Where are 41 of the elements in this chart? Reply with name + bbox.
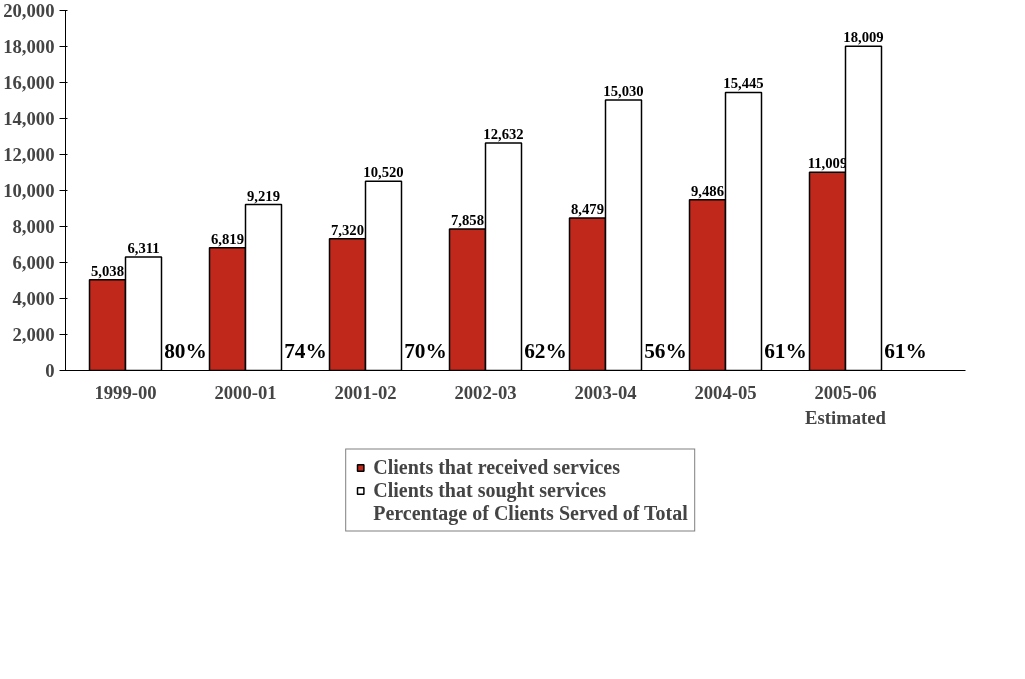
data-label: 5,038: [91, 262, 124, 279]
data-label: 15,445: [723, 75, 764, 92]
x-tick-label: 2000-01: [214, 381, 277, 403]
y-tick-label: 12,000: [3, 144, 55, 165]
y-tick-label: 14,000: [3, 108, 55, 129]
data-label: 10,520: [363, 164, 404, 181]
annotation: 80%: [164, 338, 207, 363]
y-tick-label: 2,000: [12, 324, 55, 345]
y-tick-label: 20,000: [3, 0, 55, 21]
annotation: 74%: [284, 338, 327, 363]
x-tick-label: 2004-05: [694, 381, 757, 403]
y-tick-label: 16,000: [3, 72, 55, 93]
x-tick-label: 2005-06 Estimated: [805, 381, 887, 428]
annotation: 70%: [404, 338, 447, 363]
data-label: 12,632: [483, 126, 524, 143]
x-tick-label: 2001-02: [334, 381, 397, 403]
y-tick-label: 0: [45, 360, 55, 381]
x-tick-label: 2002-03: [454, 381, 517, 403]
annotation: 61%: [764, 338, 807, 363]
y-tick-label: 4,000: [12, 288, 55, 309]
data-label: 15,030: [603, 82, 644, 99]
data-label: 18,009: [843, 29, 884, 46]
text: Percentage of Clients Served of Total: [373, 501, 688, 525]
y-tick-label: 18,000: [3, 36, 55, 57]
data-label: 7,320: [331, 221, 364, 238]
x-tick-label: 1999-00: [94, 381, 157, 403]
legend-label: Clients that received services: [373, 455, 620, 479]
y-tick-label: 10,000: [3, 180, 55, 201]
data-label: 9,219: [247, 187, 280, 204]
annotation: 62%: [524, 338, 567, 363]
data-label: 6,311: [127, 239, 160, 256]
data-label: 7,858: [451, 212, 484, 229]
y-tick-label: 8,000: [12, 216, 55, 237]
y-tick-label: 6,000: [12, 252, 55, 273]
data-label: 8,479: [571, 200, 604, 217]
annotation: 61%: [884, 338, 927, 363]
annotation: 56%: [644, 338, 687, 363]
x-tick-label: 2003-04: [574, 381, 637, 403]
data-label: 6,819: [211, 230, 244, 247]
legend-label: Clients that sought services: [373, 478, 606, 502]
data-label: 9,486: [691, 182, 724, 199]
